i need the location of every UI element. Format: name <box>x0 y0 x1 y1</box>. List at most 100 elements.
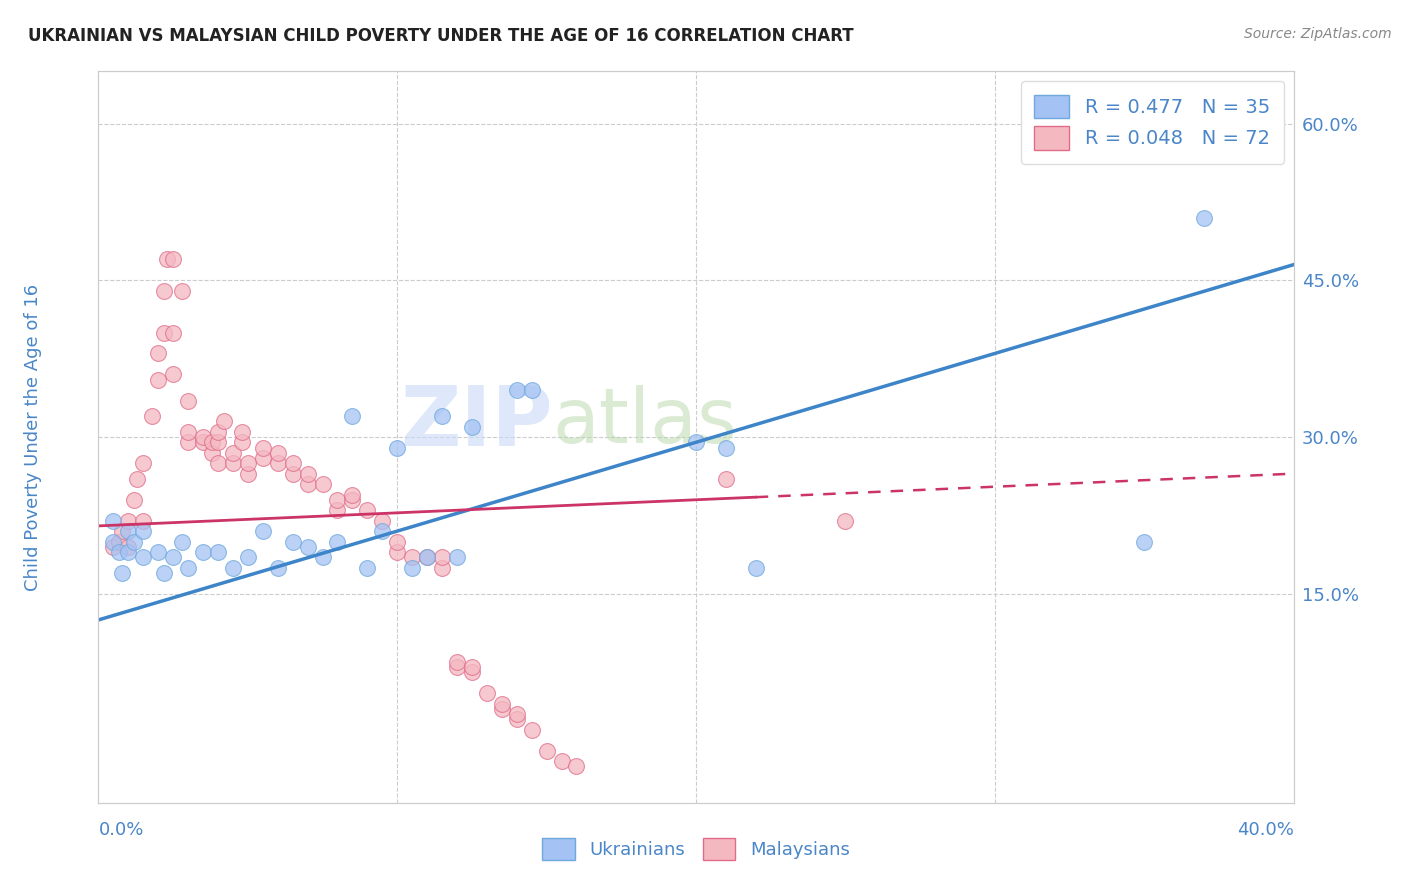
Point <box>371 524 394 538</box>
Point <box>520 383 543 397</box>
Legend: Ukrainians, Malaysians: Ukrainians, Malaysians <box>534 830 858 867</box>
Point <box>148 545 170 559</box>
Point <box>236 456 259 470</box>
Point <box>385 534 409 549</box>
Point <box>311 477 333 491</box>
Point <box>416 550 439 565</box>
Point <box>491 697 513 711</box>
Text: 0.0%: 0.0% <box>98 822 143 839</box>
Point <box>108 545 131 559</box>
Point <box>461 419 484 434</box>
Point <box>207 435 229 450</box>
Point <box>132 456 155 470</box>
Point <box>446 660 468 674</box>
Point <box>177 425 200 439</box>
Point <box>356 560 378 574</box>
Point <box>356 503 378 517</box>
Point <box>117 514 139 528</box>
Point <box>446 655 468 669</box>
Point <box>191 435 214 450</box>
Point <box>162 326 184 340</box>
Point <box>172 534 194 549</box>
Point <box>401 560 423 574</box>
Point <box>103 534 125 549</box>
Point <box>342 409 364 424</box>
Point <box>117 524 139 538</box>
Point <box>156 252 179 267</box>
Point <box>385 441 409 455</box>
Point <box>222 456 245 470</box>
Point <box>714 441 737 455</box>
Point <box>148 373 170 387</box>
Point <box>231 425 253 439</box>
Point <box>153 326 176 340</box>
Point <box>267 560 290 574</box>
Point <box>461 665 484 680</box>
Point <box>685 435 707 450</box>
Point <box>201 446 224 460</box>
Point <box>565 759 588 773</box>
Point <box>127 472 149 486</box>
Point <box>430 550 453 565</box>
Point <box>132 514 155 528</box>
Text: Source: ZipAtlas.com: Source: ZipAtlas.com <box>1244 27 1392 41</box>
Point <box>252 524 274 538</box>
Point <box>141 409 163 424</box>
Point <box>162 550 184 565</box>
Point <box>207 456 229 470</box>
Point <box>132 550 155 565</box>
Point <box>153 284 176 298</box>
Text: Child Poverty Under the Age of 16: Child Poverty Under the Age of 16 <box>24 284 42 591</box>
Point <box>207 545 229 559</box>
Point <box>745 560 768 574</box>
Point <box>117 540 139 554</box>
Point <box>461 660 484 674</box>
Point <box>191 545 214 559</box>
Point <box>491 702 513 716</box>
Point <box>1133 534 1156 549</box>
Point <box>124 492 146 507</box>
Point <box>177 393 200 408</box>
Point <box>550 754 572 768</box>
Point <box>297 477 319 491</box>
Point <box>281 467 304 481</box>
Point <box>236 550 259 565</box>
Point <box>401 550 423 565</box>
Point <box>446 550 468 565</box>
Point <box>252 450 274 465</box>
Point <box>108 534 131 549</box>
Point <box>177 435 200 450</box>
Text: 40.0%: 40.0% <box>1237 822 1294 839</box>
Text: atlas: atlas <box>553 385 737 459</box>
Point <box>326 503 349 517</box>
Point <box>506 712 529 726</box>
Point <box>111 566 134 580</box>
Point <box>222 560 245 574</box>
Point <box>475 686 498 700</box>
Point <box>162 252 184 267</box>
Point <box>201 435 224 450</box>
Point <box>1192 211 1215 225</box>
Point <box>371 514 394 528</box>
Point <box>326 534 349 549</box>
Point <box>506 706 529 721</box>
Point <box>342 492 364 507</box>
Point <box>207 425 229 439</box>
Point <box>834 514 856 528</box>
Point <box>281 456 304 470</box>
Point <box>416 550 439 565</box>
Text: ZIP: ZIP <box>401 382 553 463</box>
Point <box>267 446 290 460</box>
Point <box>385 545 409 559</box>
Point <box>536 743 558 757</box>
Point <box>103 540 125 554</box>
Point <box>231 435 253 450</box>
Point <box>148 346 170 360</box>
Point <box>191 430 214 444</box>
Point <box>162 368 184 382</box>
Point <box>222 446 245 460</box>
Point <box>311 550 333 565</box>
Point <box>103 514 125 528</box>
Point <box>132 524 155 538</box>
Point <box>212 414 235 428</box>
